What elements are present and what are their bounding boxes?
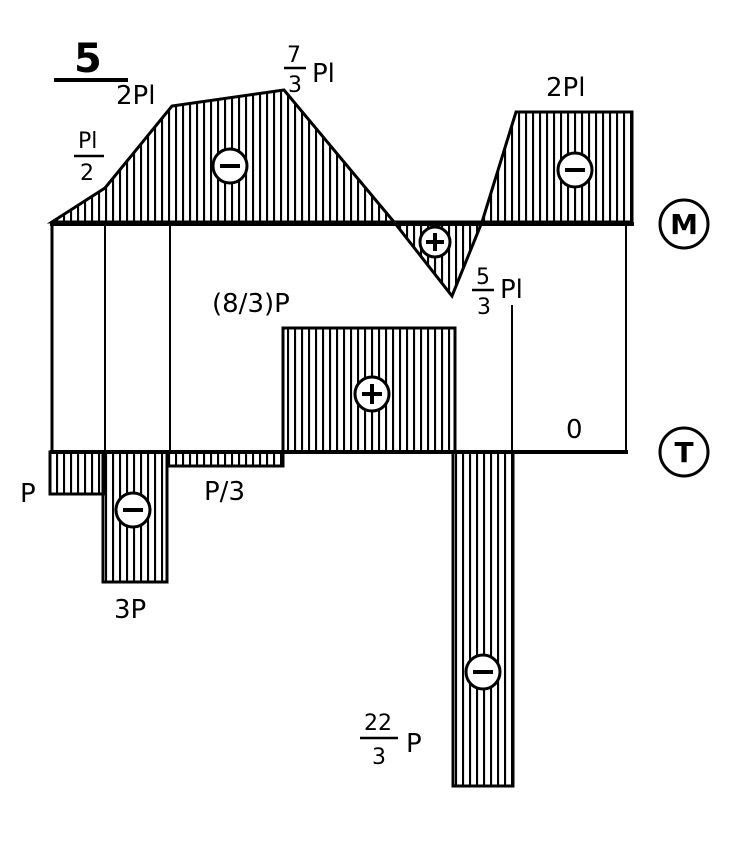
shear-region-third — [165, 450, 285, 468]
shear-label-3p: 3P — [114, 595, 146, 625]
moment-label-5-num: 5 — [476, 265, 490, 290]
shear-region-first — [48, 450, 107, 496]
shear-label-22-den: 3 — [372, 745, 386, 770]
shear-diagram: P 3P P/3 (8/3)P 22 3 P 0 T — [20, 289, 710, 788]
moment-label-7-num: 7 — [287, 43, 301, 68]
shear-label-zero: 0 — [566, 415, 583, 445]
shear-label-p: P — [20, 479, 36, 509]
shear-sign-fifth — [464, 653, 502, 691]
shear-sign-fourth — [353, 375, 391, 413]
moment-label-5-3-pl: 5 3 Pl — [472, 265, 523, 320]
moment-label-pl-den: 2 — [80, 161, 94, 186]
moment-axis-label-text: M — [670, 208, 698, 241]
figure-number: 5 — [54, 36, 128, 82]
moment-sign-middle — [418, 225, 452, 259]
shear-label-p-over-3: P/3 — [204, 477, 245, 507]
moment-label-pl-num: Pl — [78, 129, 97, 154]
section-lines — [50, 224, 627, 452]
moment-label-pl-over-2: Pl 2 — [74, 129, 104, 186]
moment-label-2pl-left: 2Pl — [116, 81, 155, 111]
moment-label-5-den: 3 — [477, 295, 491, 320]
moment-label-2pl-right: 2Pl — [546, 73, 585, 103]
shear-axis-label: T — [658, 426, 710, 478]
moment-sign-left — [211, 147, 249, 185]
moment-label-7-den: 3 — [288, 73, 302, 98]
shear-label-8-3-p: (8/3)P — [212, 289, 290, 319]
shear-sign-second — [114, 491, 152, 529]
moment-label-7-unit: Pl — [312, 59, 335, 89]
shear-label-22-3-p: 22 3 P — [360, 711, 422, 770]
shear-label-22-unit: P — [406, 729, 422, 759]
moment-axis-label: M — [658, 198, 710, 250]
moment-label-7-3-pl: 7 3 Pl — [284, 43, 335, 98]
figure-number-text: 5 — [74, 36, 102, 82]
moment-sign-right — [556, 151, 594, 189]
shear-region-fifth — [451, 450, 515, 788]
shear-label-22-num: 22 — [364, 711, 392, 736]
moment-diagram: Pl 2 2Pl 7 3 Pl 5 3 Pl 2Pl M — [46, 43, 710, 320]
shear-axis-label-text: T — [674, 436, 693, 469]
moment-label-5-unit: Pl — [500, 275, 523, 305]
